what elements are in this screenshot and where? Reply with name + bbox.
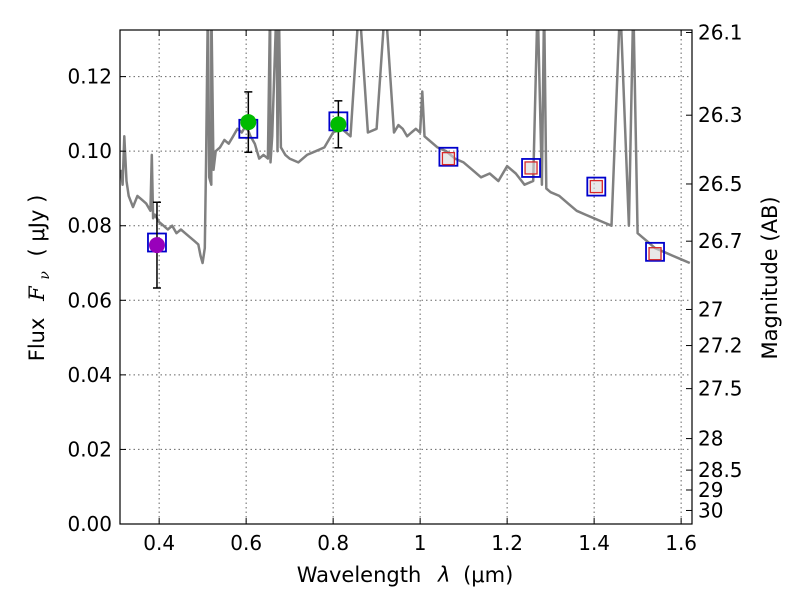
y-tick-label: 0.12 (67, 65, 112, 89)
y2-tick-label: 27 (698, 297, 723, 321)
model-photometry-square (586, 176, 607, 197)
model-photometry-square (438, 146, 459, 167)
y2-tick-label: 28 (698, 427, 723, 451)
y2-tick-label: 26.3 (698, 103, 743, 127)
x-axis-label-word: Wavelength (297, 563, 422, 587)
x-axis-label-symbol: λ (437, 563, 450, 587)
photometry-point (148, 237, 165, 254)
y2-tick-label: 29 (698, 478, 723, 502)
y2-tick-label: 28.5 (698, 458, 743, 482)
x-axis-label-unit: (μm) (463, 563, 513, 587)
model-photometry-square (645, 241, 665, 262)
x-tick-label: 1 (414, 531, 427, 555)
y-axis-label-unit: ( μJy ) (25, 195, 49, 257)
y-axis-label-subscript: ν (37, 271, 53, 280)
x-tick-label: 1.6 (665, 531, 697, 555)
y-tick-label: 0.06 (67, 288, 112, 312)
plot-frame (119, 29, 693, 525)
y-axis-label-symbol: F (25, 285, 49, 302)
x-tick-label: 1.4 (578, 531, 610, 555)
y-axis-label-word: Flux (25, 318, 49, 362)
y2-tick-label: 30 (698, 498, 723, 522)
y-tick-label: 0.10 (67, 139, 112, 163)
y-tick-label: 0.00 (67, 512, 112, 536)
model-photometry-square (521, 158, 541, 178)
y2-tick-label: 27.2 (698, 334, 743, 358)
photometry-point (330, 116, 347, 133)
y2-axis-label: Magnitude (AB) (758, 196, 782, 359)
y-tick-label: 0.02 (67, 437, 112, 461)
y2-tick-label: 26.7 (698, 229, 743, 253)
x-tick-label: 1.2 (491, 531, 523, 555)
axis-ticks: 0.4 0.6 0.8 1 1.2 1.4 1.6 0.00 0.02 0.04 0.06 0.08 0… (67, 21, 742, 555)
x-axis-label: Wavelength λ (μm) (297, 563, 514, 587)
x-tick-label: 0.4 (143, 531, 175, 555)
plot-area (120, 30, 691, 289)
y-axis-label: Flux F ν ( μJy ) (25, 195, 54, 362)
y2-tick-label: 27.5 (698, 377, 743, 401)
x-tick-label: 0.6 (230, 531, 262, 555)
photometry-square (589, 179, 603, 194)
y2-tick-label: 26.1 (698, 21, 743, 45)
y-tick-label: 0.04 (67, 363, 112, 387)
photometry-point (240, 114, 257, 131)
y-tick-label: 0.08 (67, 214, 112, 238)
photometry-square (524, 161, 538, 175)
photometry-square (441, 151, 456, 166)
x-tick-label: 0.8 (317, 531, 349, 555)
photometry-square (648, 247, 662, 261)
model-sed-line (120, 30, 691, 265)
y2-tick-label: 26.5 (698, 172, 743, 196)
